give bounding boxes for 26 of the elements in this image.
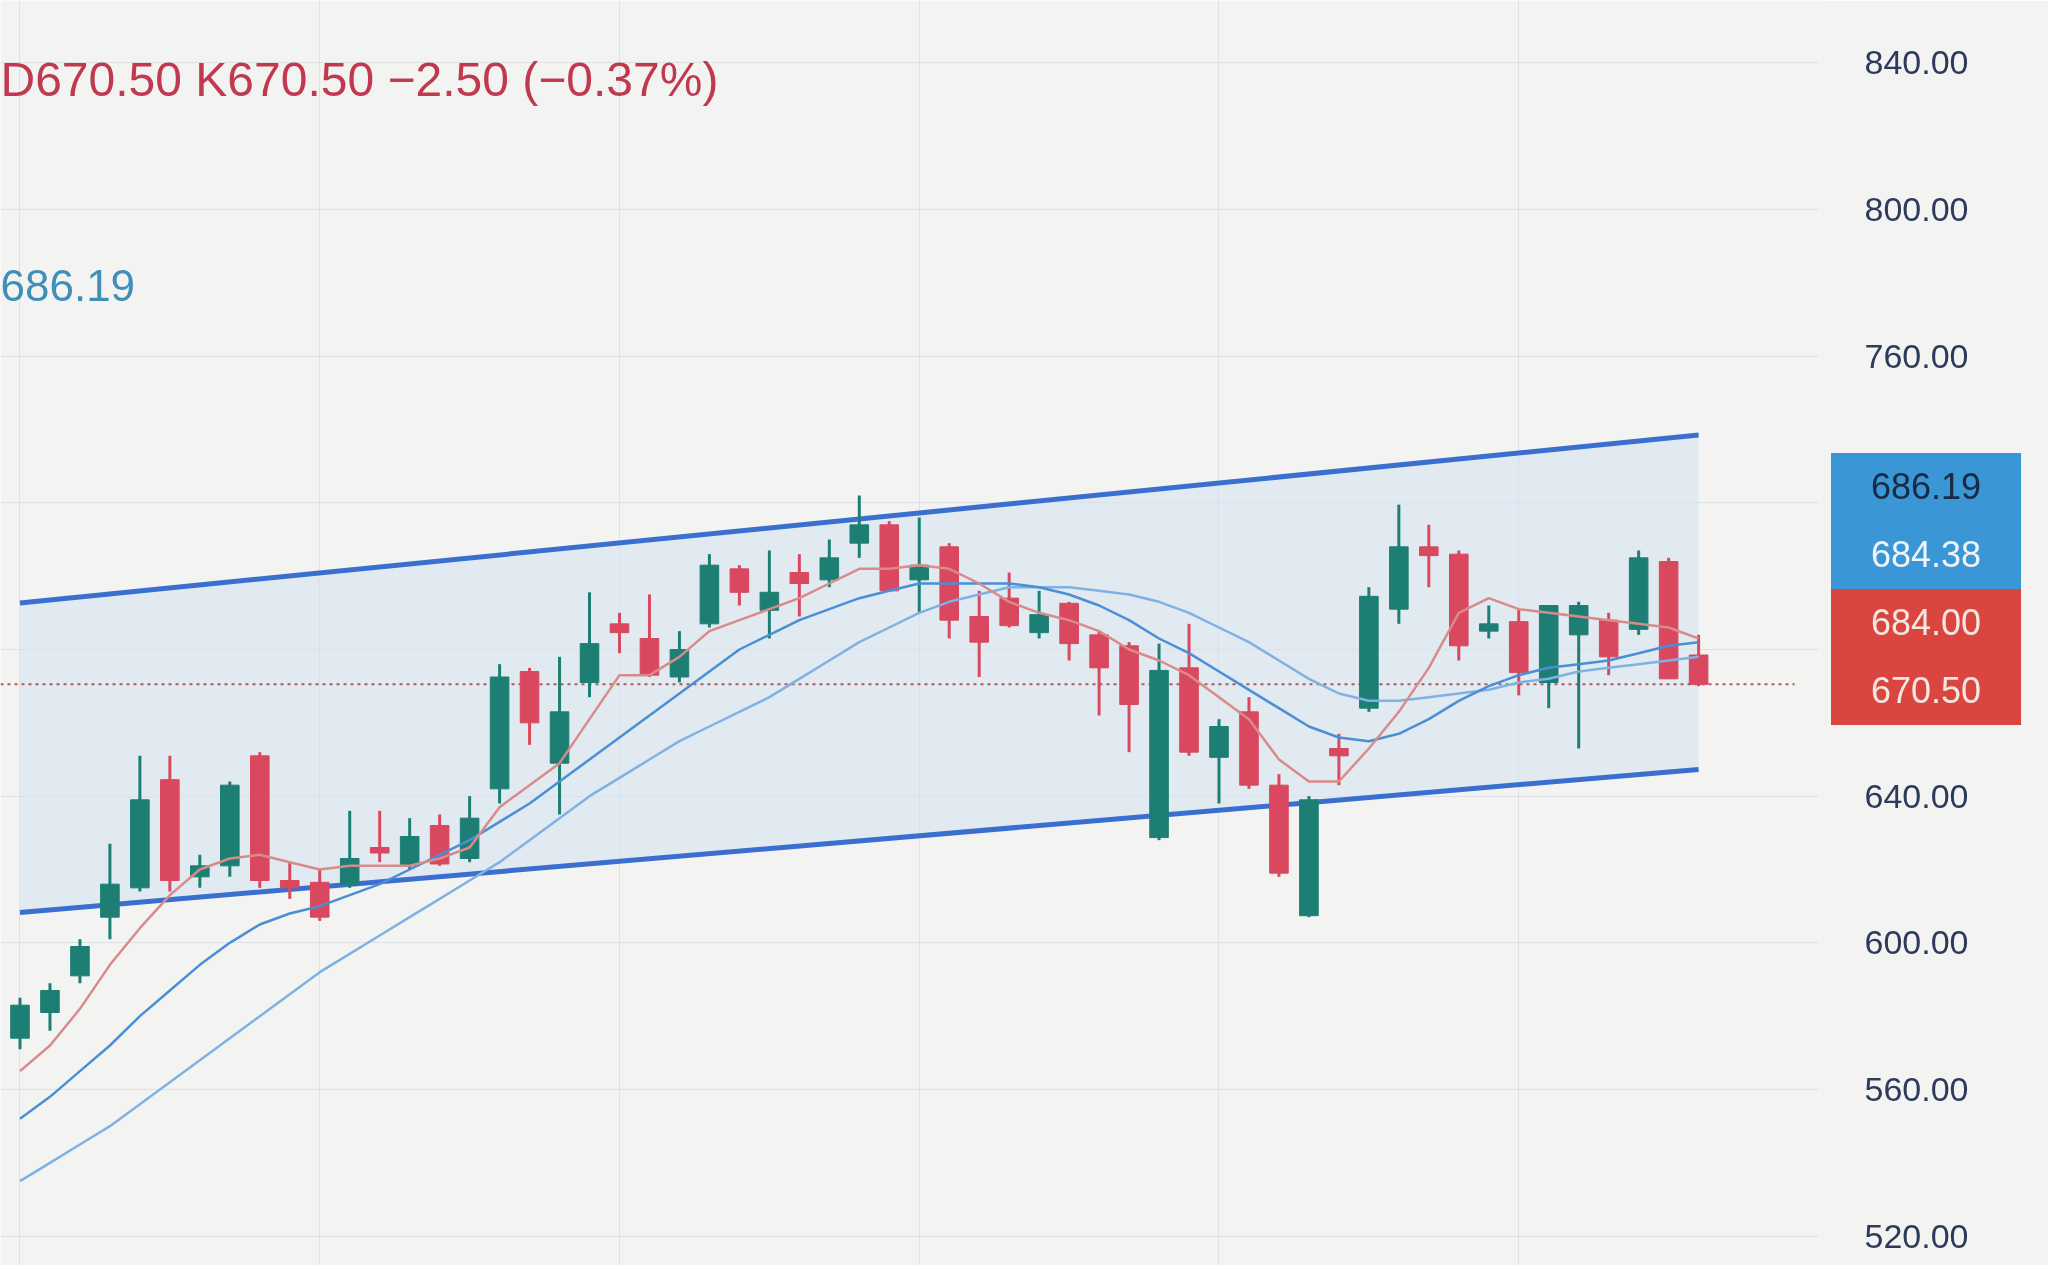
candlestick [40, 983, 60, 1031]
candlestick [759, 550, 780, 639]
y-tick-label: 600.00 [1864, 923, 1969, 962]
candlestick [849, 495, 870, 558]
y-tick-label: 520.00 [1864, 1216, 1969, 1255]
candlestick [609, 611, 630, 655]
y-tick-label: 840.00 [1864, 43, 1969, 82]
text: 684.00 [1870, 601, 1982, 645]
candlestick [819, 539, 840, 589]
y-tick-label: 800.00 [1864, 190, 1969, 228]
candlestick [279, 862, 300, 899]
y-tick-label: 560.00 [1864, 1070, 1969, 1108]
annotation: 686.19 [0, 260, 136, 310]
candlestick [369, 809, 390, 864]
candlestick [1329, 732, 1349, 787]
candlestick [789, 554, 810, 617]
y-tick-label: 760.00 [1864, 336, 1969, 375]
text: 684.38 [1870, 533, 1982, 577]
candlestick [1029, 589, 1049, 639]
text: 670.50 [1870, 669, 1982, 713]
candlestick [1478, 605, 1499, 639]
text: 686.19 [1870, 465, 1982, 509]
candlestick [729, 565, 750, 606]
y-tick-label: 640.00 [1864, 776, 1969, 815]
annotation: D670.50 K670.50 −2.50 (−0.37%) [0, 52, 719, 106]
candlestick [1419, 523, 1439, 589]
